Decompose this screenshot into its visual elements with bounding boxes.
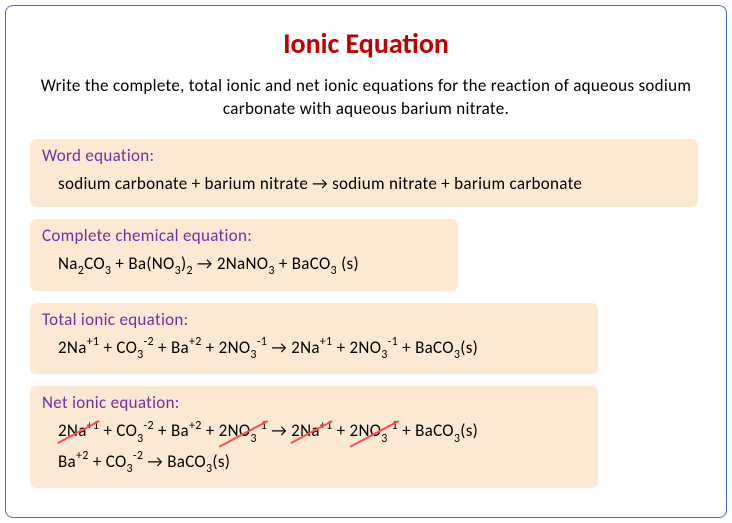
total-ionic-label: Total ionic equation: — [42, 309, 586, 330]
net-ionic-label: Net ionic equation: — [42, 392, 586, 413]
content-frame: Ionic Equation Write the complete, total… — [5, 5, 727, 518]
net-ionic-block: Net ionic equation: 2Na+1 + CO3-2 + Ba+2… — [30, 386, 598, 488]
word-equation-block: Word equation: sodium carbonate + barium… — [30, 139, 698, 207]
net-ionic-equation: 2Na+1 + CO3-2 + Ba+2 + 2NO3-1 → 2Na+1 + … — [58, 417, 586, 478]
page-title: Ionic Equation — [30, 26, 702, 61]
complete-equation: Na2CO3 + Ba(NO3)2 → 2NaNO3 + BaCO3 (s) — [58, 250, 446, 281]
total-ionic-block: Total ionic equation: 2Na+1 + CO3-2 + Ba… — [30, 303, 598, 375]
prompt-text: Write the complete, total ionic and net … — [40, 75, 692, 121]
total-ionic-equation: 2Na+1 + CO3-2 + Ba+2 + 2NO3-1 → 2Na+1 + … — [58, 334, 586, 365]
word-equation-label: Word equation: — [42, 145, 686, 166]
complete-equation-label: Complete chemical equation: — [42, 225, 446, 246]
complete-equation-block: Complete chemical equation: Na2CO3 + Ba(… — [30, 219, 458, 291]
word-equation: sodium carbonate + barium nitrate → sodi… — [58, 170, 686, 197]
